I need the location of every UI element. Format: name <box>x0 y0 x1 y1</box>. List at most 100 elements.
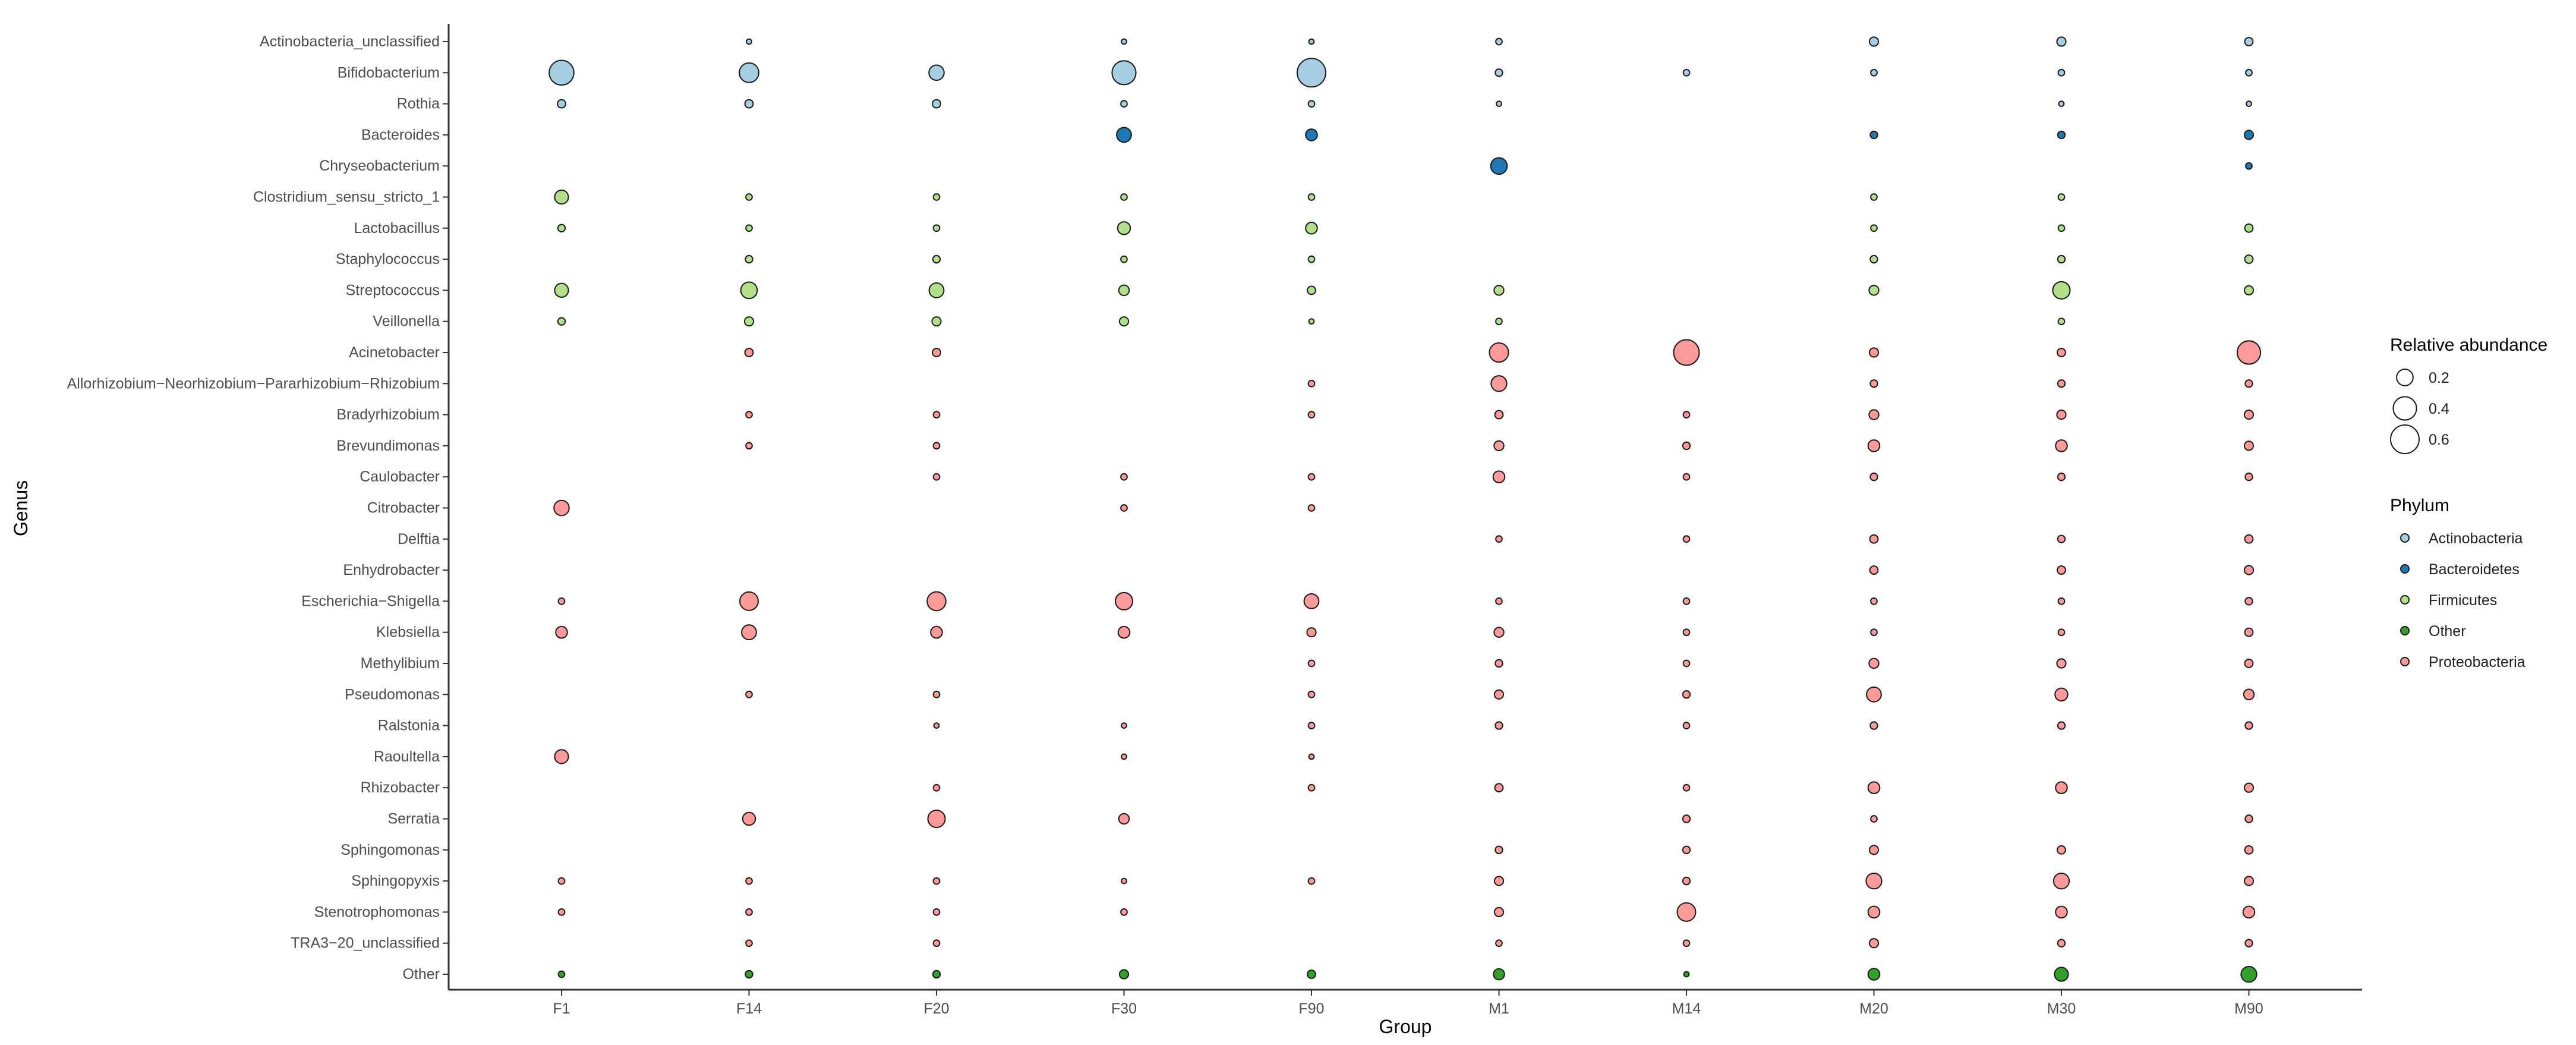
bubble-veillonella-f90 <box>1308 318 1315 325</box>
bubble-tra3-20-unclassified-f20 <box>932 939 941 948</box>
legend-size-key-0-4 <box>2392 396 2417 421</box>
bubble-lactobacillus-m20 <box>1870 224 1878 232</box>
bubble-pseudomonas-m90 <box>2243 688 2255 701</box>
bubble-veillonella-m30 <box>2057 317 2066 326</box>
bubble-sphingomonas-m1 <box>1494 845 1503 855</box>
y-tick-label-bacteroides: Bacteroides <box>361 127 440 143</box>
legend-color-label-firmicutes: Firmicutes <box>2429 592 2497 609</box>
bubble-klebsiella-f1 <box>555 625 568 639</box>
bubble-stenotrophomonas-f20 <box>932 908 941 916</box>
bubble-actinobacteria-unclassified-f14 <box>746 38 752 45</box>
bubble-bifidobacterium-m14 <box>1682 68 1691 77</box>
bubble-actinobacteria-unclassified-f90 <box>1308 38 1315 45</box>
bubble-brevundimonas-m1 <box>1493 440 1505 452</box>
bubble-streptococcus-f20 <box>928 282 945 298</box>
y-tick-label-raoultella: Raoultella <box>374 748 440 765</box>
bubble-rhizobacter-m1 <box>1494 783 1504 793</box>
bubble-staphylococcus-m90 <box>2244 254 2254 265</box>
bubble-tra3-20-unclassified-m14 <box>1682 939 1691 948</box>
bubble-bacteroides-m90 <box>2243 130 2255 140</box>
y-tick-label-chryseobacterium: Chryseobacterium <box>319 158 440 174</box>
bubble-acinetobacter-m14 <box>1673 339 1700 366</box>
bubble-veillonella-m1 <box>1495 317 1503 326</box>
x-tick-label-m30: M30 <box>2047 1000 2076 1017</box>
bubble-escherichia-shigella-m14 <box>1682 597 1691 605</box>
bubble-bacteroides-m30 <box>2057 130 2066 140</box>
y-tick-label-other: Other <box>402 966 440 983</box>
bubble-sphingopyxis-m90 <box>2243 876 2255 886</box>
legend-size-label-0-2: 0.2 <box>2429 370 2449 386</box>
bubble-bradyrhizobium-m1 <box>1494 410 1504 420</box>
y-tick-label-veillonella: Veillonella <box>373 313 440 330</box>
bubble-rothia-f30 <box>1120 100 1128 108</box>
legend-color-label-bacteroidetes: Bacteroidetes <box>2429 561 2520 578</box>
bubble-bifidobacterium-m30 <box>2057 68 2066 77</box>
bubble-bifidobacterium-f1 <box>548 59 575 86</box>
bubble-escherichia-shigella-m90 <box>2244 597 2253 606</box>
y-tick-label-methylibium: Methylibium <box>361 655 440 672</box>
bubble-caulobacter-f30 <box>1120 473 1128 481</box>
bubble-sphingopyxis-f1 <box>557 877 566 885</box>
bubble-delftia-m90 <box>2244 534 2254 544</box>
bubble-acinetobacter-m30 <box>2057 348 2066 357</box>
bubble-delftia-m14 <box>1682 535 1691 543</box>
bubble-brevundimonas-m20 <box>1867 439 1881 452</box>
bubble-clostridium-sensu-stricto-1-f30 <box>1120 193 1128 201</box>
bubble-methylibium-m14 <box>1682 659 1691 668</box>
bubble-caulobacter-f90 <box>1307 473 1316 481</box>
bubble-rhizobacter-m20 <box>1867 781 1881 794</box>
bubble-tra3-20-unclassified-m30 <box>2057 939 2066 948</box>
bubble-sphingopyxis-f14 <box>745 877 753 885</box>
points-layer <box>548 36 2262 983</box>
bubble-staphylococcus-f90 <box>1307 255 1316 263</box>
bubble-other-f1 <box>557 970 566 978</box>
legend: Relative abundance 0.2 0.4 0.6 Phylum Actinob… <box>2390 335 2547 671</box>
bubble-clostridium-sensu-stricto-1-f1 <box>554 189 569 205</box>
x-tick-label-f20: F20 <box>923 1000 949 1017</box>
bubble-methylibium-f90 <box>1307 659 1316 668</box>
bubble-stenotrophomonas-m14 <box>1676 902 1697 922</box>
bubble-clostridium-sensu-stricto-1-f90 <box>1307 193 1316 201</box>
bubble-pseudomonas-f90 <box>1307 690 1316 698</box>
bubble-klebsiella-m90 <box>2244 627 2254 637</box>
bubble-streptococcus-m30 <box>2052 281 2071 300</box>
bubble-klebsiella-f90 <box>1306 627 1317 638</box>
bubble-sphingopyxis-f20 <box>932 877 941 885</box>
bubble-klebsiella-f20 <box>930 625 943 639</box>
bubble-ralstonia-f90 <box>1307 722 1316 729</box>
bubble-actinobacteria-unclassified-f30 <box>1121 38 1127 45</box>
y-tick-label-brevundimonas: Brevundimonas <box>336 437 440 454</box>
bubble-staphylococcus-f14 <box>745 254 753 264</box>
legend-color-key-actinobacteria <box>2400 533 2410 543</box>
bubble-clostridium-sensu-stricto-1-f20 <box>932 193 941 201</box>
bubble-sphingomonas-m30 <box>2057 845 2066 855</box>
legend-size-key-0-6 <box>2390 424 2420 454</box>
bubble-tra3-20-unclassified-m1 <box>1495 939 1503 948</box>
bubble-clostridium-sensu-stricto-1-m30 <box>2057 193 2066 201</box>
bubble-pseudomonas-m30 <box>2054 687 2069 702</box>
legend-color-label-proteobacteria: Proteobacteria <box>2429 654 2525 671</box>
bubble-stenotrophomonas-f1 <box>557 908 566 916</box>
bubble-sphingopyxis-m30 <box>2052 872 2070 890</box>
bubble-bifidobacterium-m90 <box>2245 68 2253 77</box>
y-tick-label-streptococcus: Streptococcus <box>346 282 440 298</box>
bubble-bacteroides-m20 <box>1869 130 1878 140</box>
bubble-lactobacillus-m90 <box>2244 223 2254 233</box>
bubble-pseudomonas-m20 <box>1866 686 1882 703</box>
bubble-rhizobacter-m30 <box>2055 781 2068 794</box>
y-tick-label-caulobacter: Caulobacter <box>360 468 440 485</box>
bubble-rothia-f20 <box>932 99 941 109</box>
bubble-klebsiella-m14 <box>1682 628 1691 637</box>
bubble-methylibium-m20 <box>1868 657 1880 669</box>
legend-size-title: Relative abundance <box>2390 335 2547 355</box>
bubble-raoultella-f90 <box>1308 753 1315 760</box>
y-tick-label-bradyrhizobium: Bradyrhizobium <box>336 407 440 423</box>
bubble-bifidobacterium-f90 <box>1297 58 1326 88</box>
bubble-allorhizobium-neorhizobium-pararhizobium-rhizobium-m30 <box>2057 379 2066 388</box>
bubble-escherichia-shigella-f90 <box>1303 593 1320 609</box>
y-tick-label-allorhizobium-neorhizobium-pararhizobium-rhizobium: Allorhizobium−Neorhizobium−Pararhizobium… <box>67 375 440 392</box>
y-tick-label-sphingopyxis: Sphingopyxis <box>351 873 440 889</box>
bubble-bifidobacterium-m20 <box>1870 68 1878 77</box>
